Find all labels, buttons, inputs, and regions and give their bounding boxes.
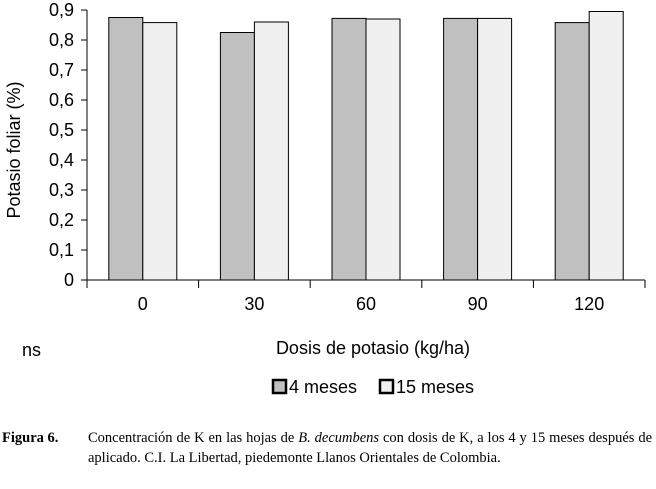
y-tick-label: 0,1 [49,240,74,260]
axes [86,10,645,281]
caption-body: Concentración de K en las hojas de B. de… [88,428,652,468]
bar-15-meses-90 [477,17,513,281]
caption-text-after: con dosis de K, a los 4 y 15 meses despu… [88,430,653,466]
bar-15-meses-30 [253,21,289,281]
figure-caption: Figura 6. Concentración de K en las hoja… [2,428,652,466]
legend-label-15-meses: 15 meses [396,377,474,397]
y-tick-label: 0,2 [49,210,74,230]
y-axis-label: Potasio foliar (%) [4,81,24,218]
x-tick-label: 30 [244,294,264,314]
legend: 4 meses 15 meses [271,377,474,397]
bar-4-meses-60 [331,17,367,281]
x-tick-label: 0 [138,294,148,314]
x-tick-label: 60 [356,294,376,314]
bar-4-meses-90 [443,17,479,281]
y-tick-label: 0,3 [49,180,74,200]
caption-label: Figura 6. [2,430,59,446]
bar-4-meses-0 [108,17,144,281]
bar-15-meses-120 [588,11,624,281]
bar-4-meses-30 [219,32,255,281]
y-tick-label: 0,5 [49,120,74,140]
legend-swatch-15-meses [378,378,395,395]
significance-note: ns [22,340,41,360]
caption-text-before: Concentración de K en las hojas de [88,430,299,446]
bar-15-meses-60 [365,18,401,281]
legend-swatch-4-meses [271,378,288,395]
caption-species: B. decumbens [298,430,380,446]
y-tick-label: 0,6 [49,90,74,110]
bar-15-meses-0 [142,22,178,281]
x-axis-ticks: 0 30 60 90 120 [86,280,646,314]
bar-4-meses-120 [554,22,590,281]
y-tick-label: 0,9 [49,0,74,20]
legend-label-4-meses: 4 meses [289,377,357,397]
y-tick-label: 0,7 [49,60,74,80]
y-axis-ticks: 0 0,1 0,2 0,3 0,4 0,5 0,6 0,7 0,8 0,9 [49,0,87,290]
x-tick-label: 90 [468,294,488,314]
y-tick-label: 0 [64,270,74,290]
bars [108,11,624,281]
x-axis-label: Dosis de potasio (kg/ha) [276,338,470,358]
x-tick-label: 120 [574,294,604,314]
y-tick-label: 0,4 [49,150,74,170]
y-tick-label: 0,8 [49,30,74,50]
